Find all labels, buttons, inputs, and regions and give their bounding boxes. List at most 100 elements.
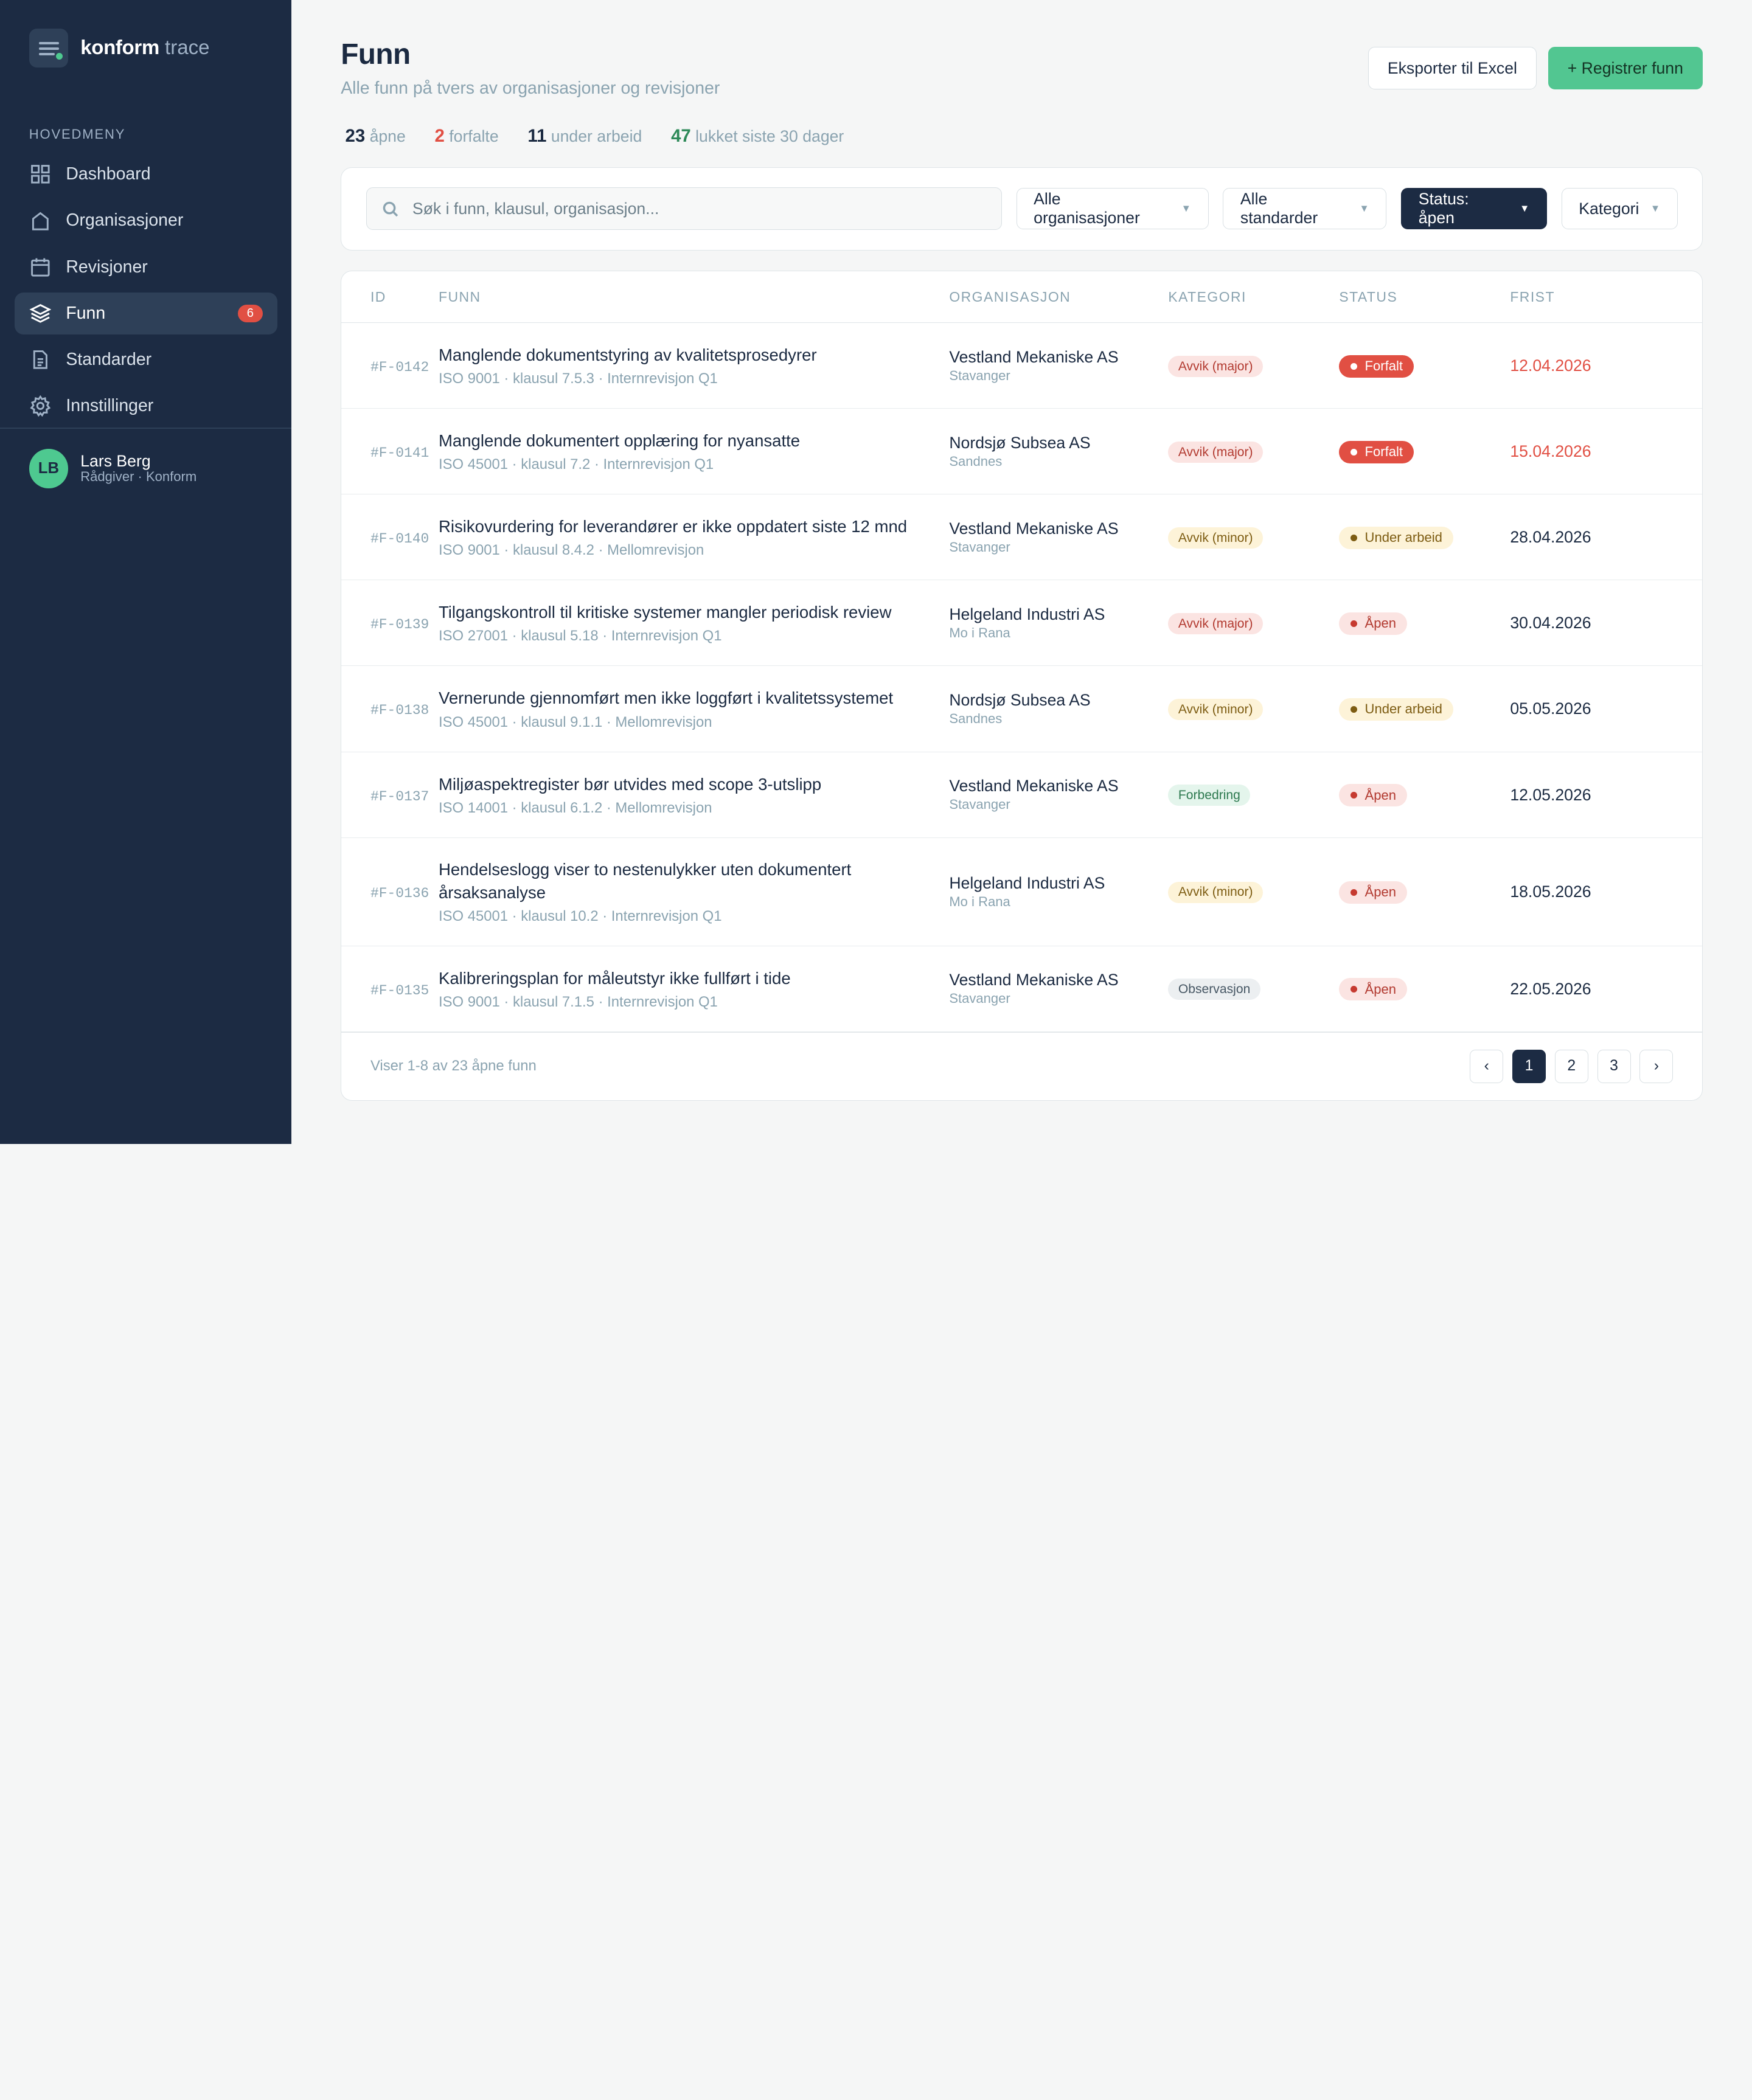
finding-id[interactable]: #F-0137 [370, 788, 429, 805]
page-subtitle: Alle funn på tvers av organisasjoner og … [341, 78, 720, 98]
finding-title[interactable]: Tilgangskontroll til kritiske systemer m… [438, 603, 892, 622]
status-badge: Forfalt [1339, 355, 1414, 378]
finding-title[interactable]: Manglende dokumentstyring av kvalitetspr… [438, 345, 817, 365]
due-date: 12.05.2026 [1510, 785, 1591, 804]
status-badge: Under arbeid [1339, 526, 1454, 549]
prev-page-button[interactable]: ‹ [1470, 1049, 1504, 1083]
page-button-2[interactable]: 2 [1554, 1049, 1588, 1083]
category-badge: Forbedring [1168, 785, 1251, 806]
finding-title[interactable]: Manglende dokumentert opplæring for nyan… [438, 431, 801, 451]
finding-title[interactable]: Vernerunde gjennomført men ikke loggført… [438, 688, 894, 708]
column-header-organisasjon[interactable]: ORGANISASJON [949, 271, 1169, 324]
status-badge: Åpen [1339, 784, 1408, 807]
menu-icon[interactable] [29, 28, 69, 68]
table-row[interactable]: #F-0138 Vernerunde gjennomført men ikke … [341, 665, 1703, 752]
status-filter[interactable]: Status: åpen ▼ [1401, 188, 1547, 230]
pagination-summary: Viser 1-8 av 23 åpne funn [370, 1058, 537, 1075]
table-row[interactable]: #F-0139 Tilgangskontroll til kritiske sy… [341, 580, 1703, 667]
organization-city: Stavanger [949, 991, 1010, 1007]
due-date: 12.04.2026 [1510, 356, 1591, 375]
status-dot-icon [1350, 889, 1357, 896]
document-icon [33, 350, 47, 369]
column-header-id[interactable]: ID [341, 271, 439, 324]
finding-meta: ISO 9001 · klausul 8.4.2 · Mellomrevisjo… [438, 542, 704, 559]
next-page-button[interactable]: › [1639, 1049, 1674, 1083]
search-placeholder: Søk i funn, klausul, organisasjon... [412, 199, 659, 218]
organization-name: Vestland Mekaniske AS [949, 971, 1119, 989]
count-badge: 6 [238, 304, 263, 323]
finding-id[interactable]: #F-0138 [370, 702, 429, 719]
page-button-3[interactable]: 3 [1597, 1049, 1631, 1083]
category-badge: Avvik (major) [1168, 442, 1264, 463]
category-badge: Observasjon [1168, 979, 1260, 1000]
due-date: 28.04.2026 [1510, 528, 1591, 547]
search-input[interactable]: Søk i funn, klausul, organisasjon... [366, 187, 1002, 230]
chevron-down-icon: ▼ [1519, 203, 1530, 215]
nav-heading: HOVEDMENY [29, 126, 126, 142]
table-row[interactable]: #F-0137 Miljøaspektregister bør utvides … [341, 752, 1703, 838]
table-row[interactable]: #F-0142 Manglende dokumentstyring av kva… [341, 322, 1703, 409]
sidebar-item-funn[interactable]: Funn 6 [14, 292, 277, 335]
finding-title[interactable]: Miljøaspektregister bør utvides med scop… [438, 774, 822, 794]
finding-title[interactable]: Hendelseslogg viser to nestenulykker ute… [438, 859, 852, 903]
table-row[interactable]: #F-0141 Manglende dokumentert opplæring … [341, 408, 1703, 495]
due-date: 15.04.2026 [1510, 442, 1591, 461]
status-badge: Åpen [1339, 612, 1408, 635]
category-filter[interactable]: Kategori ▼ [1561, 188, 1678, 230]
status-badge: Åpen [1339, 978, 1408, 1001]
stat-closed: 47 lukket siste 30 dager [671, 126, 844, 147]
brand-suffix: trace [165, 36, 210, 59]
status-dot-icon [1350, 362, 1357, 370]
brand[interactable]: konform trace [0, 0, 291, 96]
register-finding-button[interactable]: + Registrer funn [1548, 47, 1703, 89]
finding-id[interactable]: #F-0135 [370, 982, 429, 999]
due-date: 18.05.2026 [1510, 882, 1591, 901]
stat-open: 23 åpne [345, 126, 406, 147]
status-dot-icon [1350, 534, 1357, 541]
chevron-down-icon: ▼ [1181, 203, 1191, 215]
category-badge: Avvik (major) [1168, 356, 1264, 378]
organization-filter[interactable]: Alle organisasjoner ▼ [1016, 188, 1209, 230]
building-icon [32, 212, 49, 230]
column-header-kategori[interactable]: KATEGORI [1168, 271, 1340, 324]
user-profile[interactable]: LB Lars Berg Rådgiver · Konform [29, 449, 196, 488]
sidebar-item-dashboard[interactable]: Dashboard [15, 153, 277, 196]
table-row[interactable]: #F-0140 Risikovurdering for leverandører… [341, 494, 1703, 581]
finding-title[interactable]: Kalibreringsplan for måleutstyr ikke ful… [438, 968, 791, 988]
finding-meta: ISO 45001 · klausul 7.2 · Internrevisjon… [438, 456, 714, 473]
column-header-frist[interactable]: FRIST [1510, 271, 1703, 324]
export-excel-button[interactable]: Eksporter til Excel [1368, 47, 1537, 89]
table-row[interactable]: #F-0135 Kalibreringsplan for måleutstyr … [341, 946, 1703, 1032]
organization-name: Vestland Mekaniske AS [949, 347, 1119, 366]
layers-icon [29, 303, 52, 323]
stats-bar: 23 åpne 2 forfalte 11 under arbeid 47 lukket… [341, 126, 1703, 147]
sidebar-item-innstillinger[interactable]: Innstillinger [15, 385, 277, 428]
organization-city: Stavanger [949, 539, 1010, 555]
finding-id[interactable]: #F-0142 [370, 359, 429, 376]
finding-id[interactable]: #F-0140 [370, 531, 429, 547]
category-badge: Avvik (major) [1168, 613, 1264, 635]
pagination: ‹ 1 2 3 › [1470, 1049, 1674, 1083]
column-header-status[interactable]: STATUS [1339, 271, 1510, 324]
category-badge: Avvik (minor) [1168, 881, 1264, 903]
category-badge: Avvik (minor) [1168, 699, 1264, 721]
table-row[interactable]: #F-0136 Hendelseslogg viser to nestenuly… [341, 837, 1703, 946]
page-title: Funn [341, 38, 411, 71]
main-content: Funn Alle funn på tvers av organisasjone… [291, 0, 1752, 1144]
avatar: LB [29, 449, 69, 488]
standard-filter[interactable]: Alle standarder ▼ [1223, 188, 1387, 230]
brand-name: konform [80, 36, 159, 59]
sidebar-item-standarder[interactable]: Standarder [15, 339, 277, 381]
sidebar-item-label: Funn [66, 303, 106, 323]
table-footer: Viser 1-8 av 23 åpne funn ‹ 1 2 3 › [341, 1031, 1703, 1100]
finding-id[interactable]: #F-0141 [370, 445, 429, 462]
finding-id[interactable]: #F-0136 [370, 885, 429, 902]
sidebar-item-organisasjoner[interactable]: Organisasjoner [15, 199, 277, 242]
sidebar-item-revisjoner[interactable]: Revisjoner [15, 246, 277, 288]
finding-id[interactable]: #F-0139 [370, 617, 429, 633]
finding-title[interactable]: Risikovurdering for leverandører er ikke… [438, 517, 908, 536]
sidebar-item-label: Revisjoner [66, 257, 148, 277]
column-header-funn[interactable]: FUNN [438, 271, 950, 324]
page-button-1[interactable]: 1 [1512, 1049, 1546, 1083]
organization-city: Mo i Rana [949, 893, 1010, 909]
